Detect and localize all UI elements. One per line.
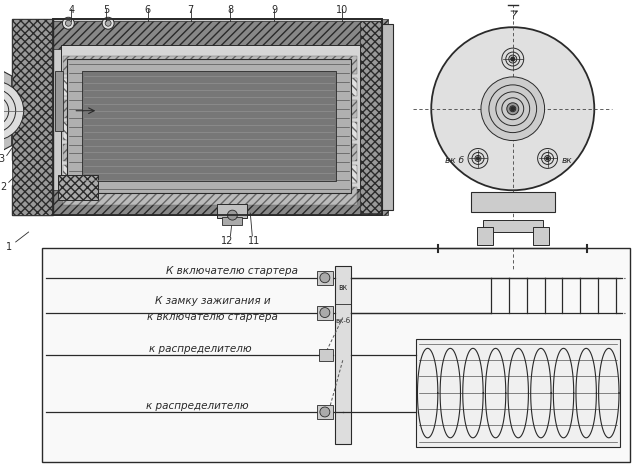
Bar xyxy=(317,405,333,419)
Circle shape xyxy=(62,17,74,29)
Text: 1: 1 xyxy=(6,242,12,252)
Text: 8: 8 xyxy=(227,5,234,16)
Circle shape xyxy=(545,155,551,162)
Polygon shape xyxy=(0,66,12,155)
Bar xyxy=(416,340,620,447)
Bar xyxy=(53,19,381,215)
Text: 4: 4 xyxy=(68,5,75,16)
Bar xyxy=(53,19,381,215)
Text: 11: 11 xyxy=(248,236,260,246)
Bar xyxy=(533,227,549,245)
Circle shape xyxy=(0,102,3,120)
Bar xyxy=(63,187,357,205)
Text: 2: 2 xyxy=(1,182,6,192)
Bar xyxy=(218,204,247,218)
Circle shape xyxy=(0,81,24,140)
Bar xyxy=(82,71,336,181)
Bar xyxy=(63,122,357,139)
Text: вк: вк xyxy=(338,283,347,292)
Circle shape xyxy=(468,148,488,169)
Circle shape xyxy=(507,103,518,115)
Circle shape xyxy=(227,210,238,220)
Text: 3: 3 xyxy=(0,154,5,164)
Circle shape xyxy=(542,153,554,164)
Text: вк: вк xyxy=(562,156,572,165)
Circle shape xyxy=(502,98,524,120)
Circle shape xyxy=(472,153,484,164)
Circle shape xyxy=(320,407,330,417)
Circle shape xyxy=(105,20,111,26)
Bar xyxy=(319,349,333,361)
Bar xyxy=(61,45,359,189)
Bar xyxy=(317,306,333,319)
Circle shape xyxy=(66,20,71,26)
Bar xyxy=(381,19,388,215)
Bar xyxy=(63,100,357,118)
Text: 6: 6 xyxy=(145,5,151,16)
Bar xyxy=(317,271,333,284)
Bar xyxy=(53,190,381,215)
Bar xyxy=(53,21,381,49)
Bar xyxy=(359,21,381,213)
Circle shape xyxy=(0,89,15,133)
Circle shape xyxy=(509,55,516,63)
Bar xyxy=(63,78,357,96)
Circle shape xyxy=(320,308,330,317)
Bar xyxy=(477,227,493,245)
Bar xyxy=(63,165,357,183)
Text: вк б: вк б xyxy=(445,156,464,165)
Text: к включателю стартера: к включателю стартера xyxy=(147,311,278,322)
Text: к распределителю: к распределителю xyxy=(149,344,252,354)
Bar xyxy=(68,59,351,193)
Circle shape xyxy=(489,85,536,133)
Text: К включателю стартера: К включателю стартера xyxy=(166,266,298,276)
Bar xyxy=(63,144,357,162)
Bar xyxy=(381,24,393,210)
Bar xyxy=(471,192,554,212)
Text: 7: 7 xyxy=(187,5,194,16)
Circle shape xyxy=(320,273,330,283)
Text: к распределителю: к распределителю xyxy=(146,401,249,411)
Circle shape xyxy=(102,17,114,29)
Circle shape xyxy=(481,77,545,140)
Circle shape xyxy=(510,106,516,112)
Circle shape xyxy=(477,157,480,160)
Text: вк-б: вк-б xyxy=(335,317,350,324)
Bar xyxy=(41,248,630,462)
Bar xyxy=(59,175,98,200)
Text: К замку зажигания и: К замку зажигания и xyxy=(155,296,270,306)
Text: 12: 12 xyxy=(222,236,234,246)
Circle shape xyxy=(502,48,524,70)
Bar xyxy=(63,56,357,74)
Circle shape xyxy=(511,57,515,61)
Circle shape xyxy=(0,96,9,126)
Text: 5: 5 xyxy=(103,5,109,16)
Circle shape xyxy=(511,107,515,111)
Circle shape xyxy=(496,92,529,126)
Text: 9: 9 xyxy=(271,5,277,16)
Circle shape xyxy=(431,27,594,190)
Bar xyxy=(222,217,242,225)
Circle shape xyxy=(546,157,549,160)
Text: 10: 10 xyxy=(336,5,348,16)
Polygon shape xyxy=(12,19,53,215)
Bar xyxy=(335,266,351,444)
Bar xyxy=(483,220,543,232)
Circle shape xyxy=(475,155,481,162)
Circle shape xyxy=(506,52,520,66)
Bar xyxy=(55,71,63,130)
Circle shape xyxy=(538,148,558,169)
Bar xyxy=(12,19,53,215)
